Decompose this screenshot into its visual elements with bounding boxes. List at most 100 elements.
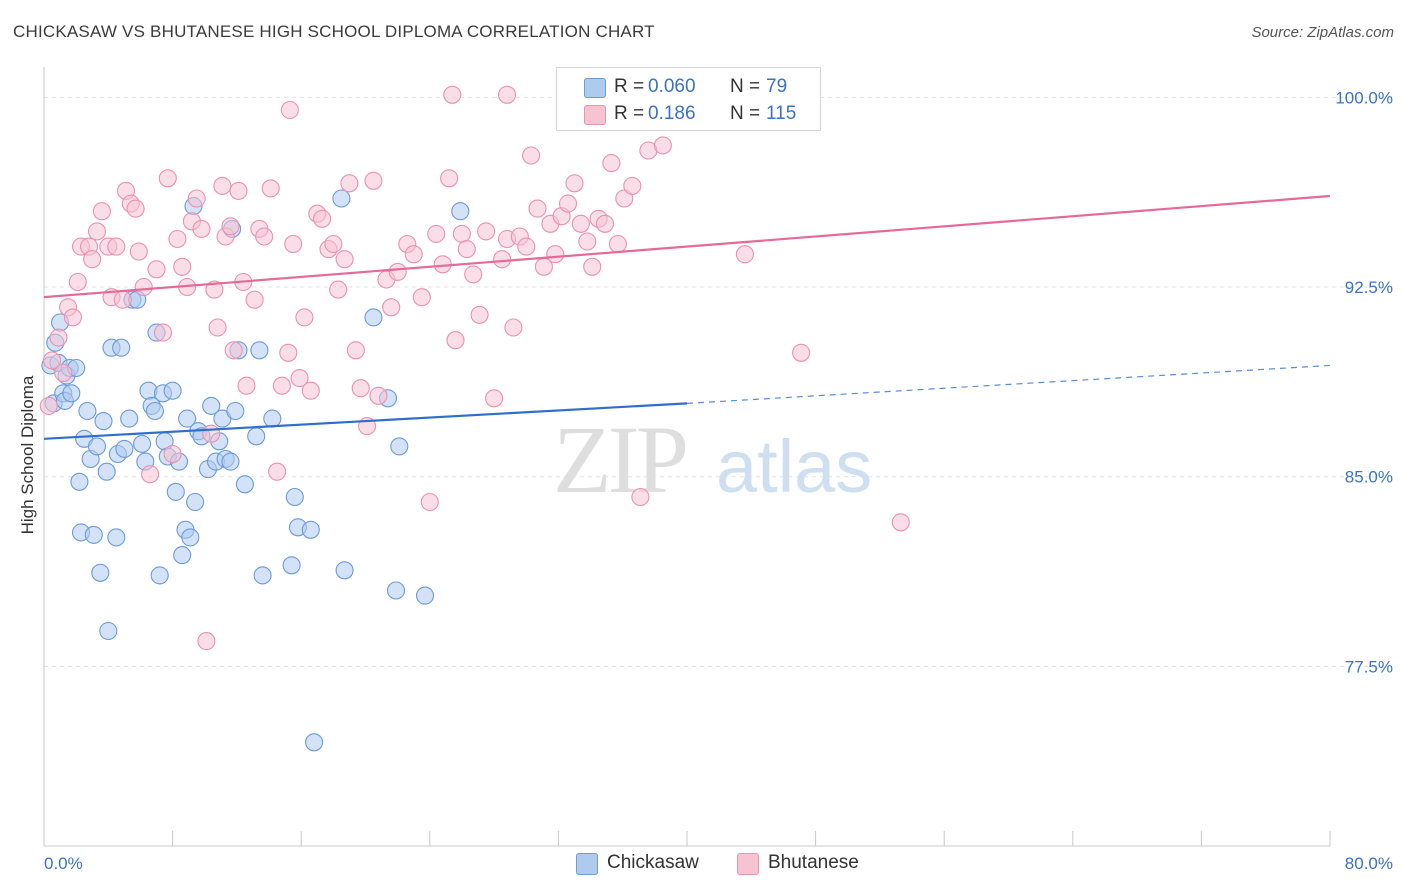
bhutanese-point	[404, 245, 423, 264]
chickasaw-trend-extension	[686, 364, 1331, 404]
chickasaw-point	[78, 401, 97, 421]
chickasaw-point	[301, 520, 320, 539]
chickasaw-point	[250, 341, 269, 360]
bhutanese-point	[351, 379, 370, 398]
chickasaw-point	[221, 452, 240, 471]
chickasaw-point	[173, 546, 192, 565]
bhutanese-point	[280, 100, 299, 120]
chickasaw-point	[145, 401, 164, 421]
bhutanese-point	[173, 257, 192, 276]
bhutanese-point	[290, 369, 309, 388]
n-value: 115	[766, 103, 797, 124]
axes	[43, 67, 1331, 847]
bhutanese-point	[147, 260, 166, 279]
bhutanese-point	[54, 363, 73, 383]
bhutanese-point	[340, 174, 359, 193]
n-value: 79	[766, 76, 788, 97]
bhutanese-point	[83, 250, 102, 269]
legend-row-bhutanese: R = 0.186 N = 115	[557, 100, 820, 128]
chickasaw-point	[186, 492, 205, 512]
bhutanese-point	[92, 202, 111, 221]
bhutanese-point	[313, 209, 332, 228]
legend-label-bhutanese: Bhutanese	[768, 852, 859, 873]
bhutanese-point	[202, 424, 221, 443]
chickasaw-point	[163, 381, 182, 400]
bhutanese-point	[565, 174, 584, 193]
chickasaw-point	[390, 437, 409, 456]
bhutanese-point	[558, 194, 578, 213]
bhutanese-point	[284, 234, 303, 254]
n-label: N =	[730, 103, 761, 124]
legend-row-chickasaw: R = 0.060 N = 79	[557, 73, 820, 101]
chickasaw-point	[451, 202, 470, 221]
chickasaw-point	[202, 396, 221, 415]
watermark-atlas: atlas	[716, 425, 872, 508]
chickasaw-point	[332, 189, 351, 208]
chickasaw-point	[386, 581, 406, 600]
chickasaw-point	[94, 412, 113, 431]
bhutanese-point	[546, 245, 565, 264]
bhutanese-point	[522, 146, 541, 165]
bhutanese-point	[443, 85, 462, 104]
bhutanese-point	[68, 272, 87, 292]
chart-title: CHICKASAW VS BHUTANESE HIGH SCHOOL DIPLO…	[13, 22, 655, 41]
bhutanese-point	[63, 308, 82, 327]
chickasaw-point	[166, 482, 185, 501]
bhutanese-point	[42, 351, 62, 370]
bhutanese-point	[420, 492, 439, 512]
chickasaw-point	[120, 409, 139, 428]
bhutanese-point	[477, 222, 496, 241]
bhutanese-point	[87, 222, 107, 241]
n-label: N =	[730, 76, 761, 97]
bhutanese-point	[382, 298, 401, 317]
bhutanese-point	[446, 331, 465, 350]
bhutanese-point	[192, 219, 211, 238]
y-tick-label: 77.5%	[1345, 657, 1393, 676]
bhutanese-point	[268, 462, 287, 481]
chickasaw-point	[285, 487, 304, 507]
bhutanese-point	[427, 224, 446, 243]
bhutanese-trend-line	[43, 194, 1331, 299]
bhutanese-point	[134, 277, 153, 297]
bhutanese-point	[485, 389, 504, 408]
bhutanese-point	[517, 237, 536, 256]
bhutanese-point	[113, 290, 132, 309]
bhutanese-point	[205, 280, 224, 299]
series-legend: Chickasaw Bhutanese	[0, 851, 1406, 879]
bhutanese-point	[346, 341, 365, 360]
chickasaw-point	[150, 566, 169, 585]
bhutanese-point	[272, 376, 291, 395]
bhutanese-point	[583, 257, 602, 276]
r-value: 0.060	[648, 76, 696, 97]
bhutanese-point	[631, 487, 650, 507]
bhutanese-point	[107, 237, 126, 256]
bhutanese-points	[39, 85, 910, 651]
bhutanese-point	[197, 632, 216, 651]
chickasaw-point	[335, 561, 354, 580]
chickasaw-point	[263, 409, 282, 428]
bhutanese-point	[221, 217, 240, 236]
bhutanese-point	[187, 189, 206, 208]
bhutanese-point	[792, 343, 811, 362]
tick-labels: 77.5% 85.0% 92.5% 100.0% 0.0% 80.0%	[44, 88, 1393, 873]
bhutanese-point	[301, 381, 320, 400]
bhutanese-point	[504, 318, 523, 337]
watermark-zip: ZIP	[553, 406, 686, 513]
bhutanese-point	[457, 240, 476, 259]
bhutanese-point	[279, 343, 298, 362]
bhutanese-point	[153, 323, 173, 342]
grid-lines	[44, 96, 1392, 667]
y-tick-label: 85.0%	[1345, 468, 1393, 487]
legend-label-chickasaw: Chickasaw	[607, 852, 699, 873]
bhutanese-point	[595, 214, 615, 233]
chickasaw-point	[226, 401, 245, 421]
bhutanese-point	[493, 250, 512, 269]
source-label: Source: ZipAtlas.com	[1251, 24, 1394, 41]
legend-swatch-chickasaw	[576, 853, 598, 875]
bhutanese-point	[255, 227, 274, 246]
legend-swatch-bhutanese	[737, 853, 759, 875]
chickasaw-point	[99, 621, 118, 641]
bhutanese-point	[497, 85, 517, 104]
bhutanese-point	[229, 181, 248, 200]
bhutanese-point	[891, 513, 910, 532]
